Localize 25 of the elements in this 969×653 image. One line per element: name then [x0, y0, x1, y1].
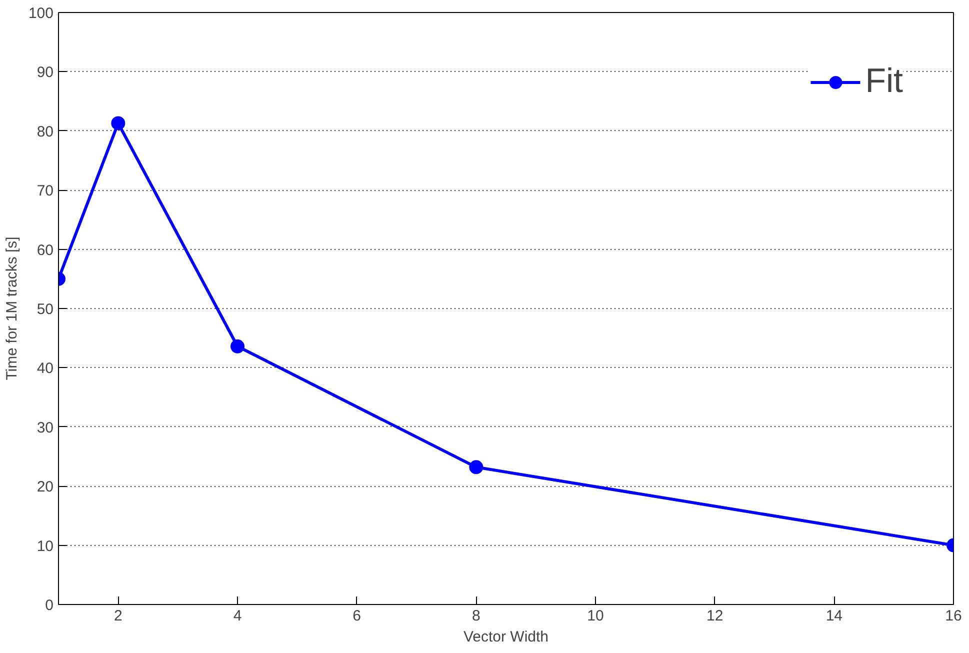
- point: [469, 460, 484, 474]
- y-axis-title: Time for 1M tracks [s]: [3, 236, 20, 380]
- point: [230, 339, 244, 354]
- x-tick-label: 6: [352, 608, 362, 624]
- y-tick-label: 100: [28, 5, 54, 22]
- y-tick-label: 30: [36, 419, 54, 436]
- y-tick-label: 90: [36, 64, 54, 82]
- y-tick-label: 70: [36, 182, 54, 200]
- y-tick-label: 40: [36, 360, 54, 378]
- x-tick-label: 12: [706, 608, 724, 624]
- x-axis-title: Vector Width: [463, 628, 549, 646]
- x-tick-label: 2: [114, 608, 122, 624]
- x-tick-label: 8: [472, 608, 480, 624]
- x-tick-label: 14: [826, 608, 843, 624]
- y-tick-label: 10: [36, 538, 54, 555]
- legend-label: Fit: [865, 62, 903, 101]
- x-tick-label: 10: [587, 608, 604, 624]
- y-tick-label: 80: [36, 123, 54, 140]
- point: [111, 116, 126, 130]
- y-tick-label: 0: [45, 597, 54, 614]
- x-tick-label: 4: [233, 608, 242, 624]
- x-tick-label: 16: [945, 608, 962, 624]
- y-tick-label: 60: [36, 242, 54, 259]
- y-tick-label: 20: [36, 478, 54, 496]
- y-tick-label: 50: [36, 301, 54, 318]
